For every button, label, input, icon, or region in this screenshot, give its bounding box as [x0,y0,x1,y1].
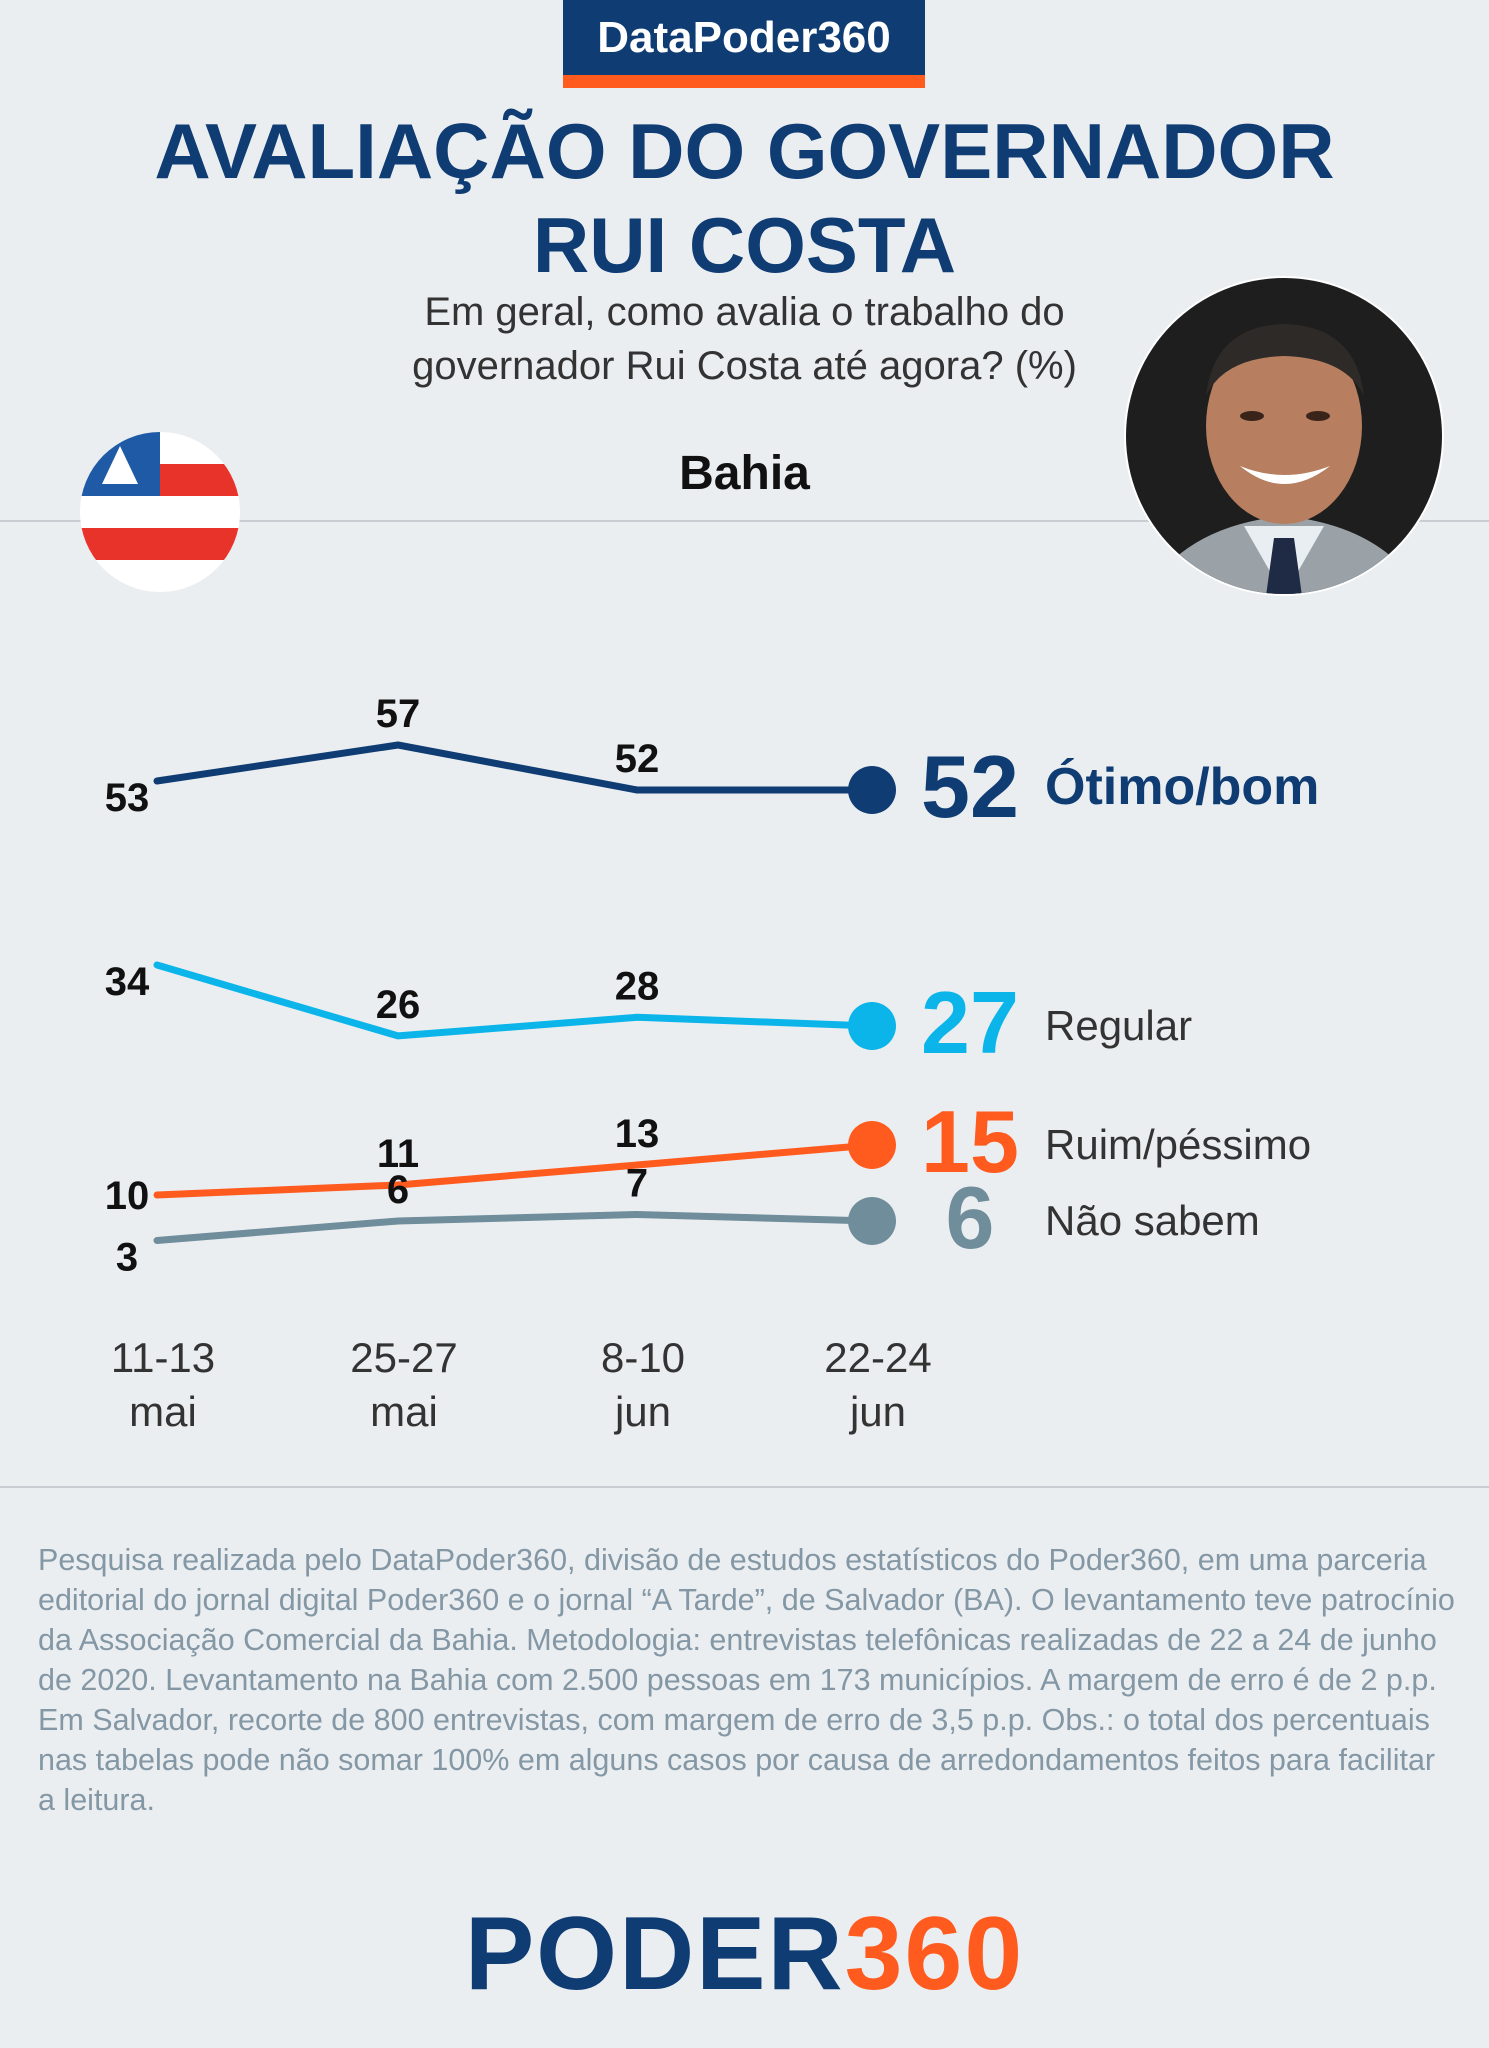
series-2-final-value: 15 [921,1092,1019,1191]
question-line-2: governador Rui Costa até agora? (%) [412,344,1077,388]
series-1-name: Regular [1045,1002,1192,1049]
series-layer [153,741,896,1245]
series-2-line [153,1141,876,1199]
series-2-end-marker [848,1121,896,1169]
series-2-point-label: 13 [615,1112,660,1156]
series-0-point-label: 53 [105,776,150,820]
brand-badge: DataPoder360 [563,0,925,88]
series-3-name: Não sabem [1045,1197,1260,1244]
category-label: 11-13 mai [111,1334,215,1435]
series-3-point-label: 3 [116,1236,138,1280]
series-2-point-label: 10 [105,1174,150,1218]
series-1-line [153,961,876,1040]
region-label: Bahia [679,447,810,500]
series-0-point-label: 57 [376,692,421,736]
page-title-line-1: AVALIAÇÃO DO GOVERNADOR [154,107,1335,195]
poder360-logo: PODER360 [464,1896,1025,2012]
series-3-line [153,1211,876,1244]
divider-bottom [0,1486,1489,1488]
series-1-end-marker [848,1002,896,1050]
question-line-1: Em geral, como avalia o trabalho do [424,290,1065,334]
line-chart: 53 57 52 52 Ótimo/bom 34 26 28 27 Regular 10 11 13 15… [105,692,1320,1435]
series-0-name: Ótimo/bom [1045,758,1319,816]
governor-portrait [1124,276,1444,596]
category-label: 8-10 jun [601,1334,685,1435]
series-3-final-value: 6 [946,1168,995,1267]
label-layer: 53 57 52 52 Ótimo/bom 34 26 28 27 Regular 10 11 13 15… [105,692,1320,1280]
bahia-flag-icon [80,432,240,592]
series-0-final-value: 52 [921,737,1019,836]
series-2-point-label: 11 [377,1132,419,1176]
series-1-final-value: 27 [921,973,1019,1072]
series-1-point-label: 26 [376,983,421,1027]
series-1-point-label: 34 [105,960,150,1004]
series-3-point-label: 6 [387,1168,409,1212]
series-0-end-marker [848,766,896,814]
series-3-point-label: 7 [626,1162,648,1206]
series-1-point-label: 28 [615,964,660,1008]
category-label: 25-27 mai [350,1334,457,1435]
page-title-line-2: RUI COSTA [532,201,957,289]
divider-top [0,520,1489,522]
series-2-name: Ruim/péssimo [1045,1121,1311,1168]
series-3-end-marker [848,1197,896,1245]
methodology-footnote: Pesquisa realizada pelo DataPoder360, di… [38,1543,1455,1817]
category-layer: 11-13 mai 25-27 mai 8-10 jun 22-24 jun [111,1334,932,1435]
series-0-point-label: 52 [615,737,660,781]
category-label: 22-24 jun [824,1334,931,1435]
series-0-line [153,741,876,794]
